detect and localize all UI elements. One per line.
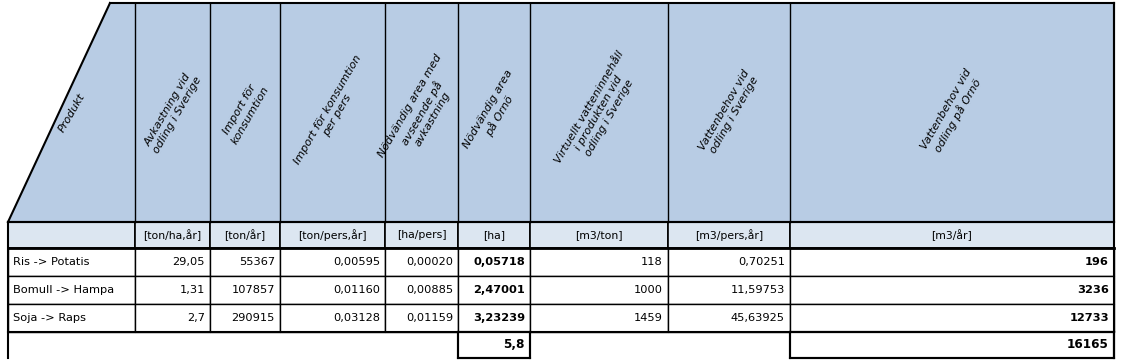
Bar [8,222,135,248]
Text: [m3/ton]: [m3/ton] [576,230,623,240]
Text: 1459: 1459 [634,313,663,323]
Bar [668,222,790,248]
Bar [210,276,280,304]
Text: 0,70251: 0,70251 [738,257,785,267]
Text: 29,05: 29,05 [173,257,205,267]
Text: [ton/ha,år]: [ton/ha,år] [144,229,202,241]
Bar [280,248,385,276]
Bar [210,304,280,332]
Text: 3,23239: 3,23239 [472,313,525,323]
Bar [458,304,530,332]
Bar [790,248,1114,276]
Text: 1000: 1000 [634,285,663,295]
Text: 0,03128: 0,03128 [333,313,380,323]
Bar [135,276,210,304]
Text: 3236: 3236 [1077,285,1109,295]
Bar [385,248,458,276]
Text: [ha/pers]: [ha/pers] [397,230,447,240]
Text: 2,7: 2,7 [187,313,205,323]
Text: Avkastning vid
odling i Sverige: Avkastning vid odling i Sverige [141,70,203,156]
Text: [ton/pers,år]: [ton/pers,år] [298,229,367,241]
Text: 11,59753: 11,59753 [730,285,785,295]
Bar [458,332,530,358]
Text: 45,63925: 45,63925 [732,313,785,323]
Text: 0,01160: 0,01160 [333,285,380,295]
Text: 55367: 55367 [239,257,275,267]
Bar [530,248,668,276]
Text: [ton/år]: [ton/år] [224,229,266,241]
Text: Produkt: Produkt [56,91,86,134]
Bar [135,222,210,248]
Text: 1,31: 1,31 [180,285,205,295]
Text: 0,05718: 0,05718 [473,257,525,267]
Text: 196: 196 [1085,257,1109,267]
Text: 0,01159: 0,01159 [406,313,453,323]
Text: 16165: 16165 [1067,339,1109,352]
Bar [458,276,530,304]
Bar [8,276,135,304]
Text: 290915: 290915 [231,313,275,323]
Bar [385,276,458,304]
Text: Bomull -> Hampa: Bomull -> Hampa [13,285,114,295]
Text: [m3/pers,år]: [m3/pers,år] [695,229,763,241]
Text: Nödvändig area med
avseende på
avkastning: Nödvändig area med avseende på avkastnin… [377,53,466,172]
Bar [790,304,1114,332]
Text: Import för
konsumtion: Import för konsumtion [220,79,270,146]
Text: 0,00885: 0,00885 [406,285,453,295]
Text: 2,47001: 2,47001 [473,285,525,295]
Text: Ris -> Potatis: Ris -> Potatis [13,257,90,267]
Text: 5,8: 5,8 [504,339,525,352]
Text: 0,00595: 0,00595 [333,257,380,267]
Text: Vattenbehov vid
odling i Sverige: Vattenbehov vid odling i Sverige [697,68,761,157]
Bar [135,248,210,276]
Bar [280,222,385,248]
Bar [8,248,135,276]
Bar [458,248,530,276]
Bar [668,248,790,276]
Bar [790,276,1114,304]
Text: 118: 118 [642,257,663,267]
Bar [210,248,280,276]
Bar [8,304,135,332]
Bar [530,276,668,304]
Text: 107857: 107857 [231,285,275,295]
Bar [458,222,530,248]
Bar [530,304,668,332]
Text: [m3/år]: [m3/år] [931,229,973,241]
Text: Import för konsumtion
per pers: Import för konsumtion per pers [292,53,373,172]
Bar [135,304,210,332]
Bar [280,276,385,304]
Bar [210,222,280,248]
Text: Nödvändig area
på Ornö: Nödvändig area på Ornö [461,68,526,157]
Bar [668,304,790,332]
Bar [790,332,1114,358]
Bar [790,222,1114,248]
Text: 12733: 12733 [1069,313,1109,323]
Bar [385,304,458,332]
Bar [385,222,458,248]
Text: Virtuellt vatteninnehåll
i produkten vid
odling i Sverige: Virtuellt vatteninnehåll i produkten vid… [553,49,645,176]
Text: 0,00020: 0,00020 [406,257,453,267]
Polygon shape [8,3,1114,222]
Text: Vattenbehov vid
odling på Ornö: Vattenbehov vid odling på Ornö [919,67,985,158]
Text: [ha]: [ha] [482,230,505,240]
Bar [280,304,385,332]
Bar [668,276,790,304]
Bar [530,222,668,248]
Text: Soja -> Raps: Soja -> Raps [13,313,86,323]
